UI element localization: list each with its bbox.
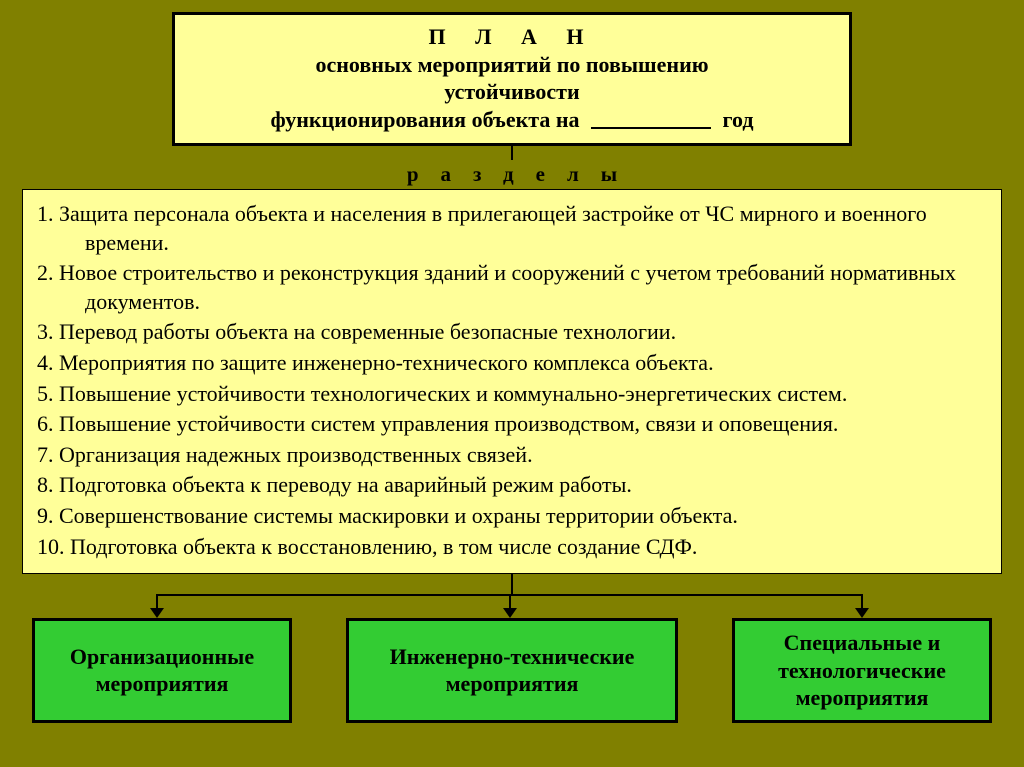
- header-line4-suffix: год: [723, 107, 754, 132]
- section-item: 7. Организация надежных производственных…: [37, 441, 987, 470]
- section-item: 4. Мероприятия по защите инженерно-техни…: [37, 349, 987, 378]
- bbox-line: мероприятия: [70, 670, 254, 698]
- bbox-line: Организационные: [70, 643, 254, 671]
- header-line3: устойчивости: [193, 78, 831, 106]
- bbox-line: Специальные и: [778, 629, 946, 657]
- section-item: 9. Совершенствование системы маскировки …: [37, 502, 987, 531]
- section-item: 8. Подготовка объекта к переводу на авар…: [37, 471, 987, 500]
- connector-top: [511, 146, 513, 160]
- section-item: 1. Защита персонала объекта и населения …: [37, 200, 987, 257]
- section-item: 10. Подготовка объекта к восстановлению,…: [37, 533, 987, 562]
- bbox-line: Инженерно-технические: [390, 643, 635, 671]
- diagram-root: П Л А Н основных мероприятий по повышени…: [0, 0, 1024, 767]
- header-line2: основных мероприятий по повышению: [193, 51, 831, 79]
- blank-underline: [591, 127, 711, 129]
- bottom-box-eng: Инженерно-технические мероприятия: [346, 618, 678, 723]
- bottom-box-special: Специальные и технологические мероприяти…: [732, 618, 992, 723]
- section-item: 6. Повышение устойчивости систем управле…: [37, 410, 987, 439]
- section-item: 3. Перевод работы объекта на современные…: [37, 318, 987, 347]
- plan-header-box: П Л А Н основных мероприятий по повышени…: [172, 12, 852, 146]
- bottom-row: Организационные мероприятия Инженерно-те…: [32, 618, 992, 723]
- section-item: 2. Новое строительство и реконструкция з…: [37, 259, 987, 316]
- sections-label: разделы: [407, 162, 639, 187]
- header-line4-prefix: функционирования объекта на: [271, 107, 580, 132]
- section-item: 5. Повышение устойчивости технологически…: [37, 380, 987, 409]
- connector-stem: [511, 574, 513, 594]
- sections-box: 1. Защита персонала объекта и населения …: [22, 189, 1002, 574]
- connector-fanout: [32, 574, 992, 618]
- bbox-line: мероприятия: [778, 684, 946, 712]
- header-title: П Л А Н: [193, 23, 831, 51]
- bbox-line: технологические: [778, 657, 946, 685]
- bbox-line: мероприятия: [390, 670, 635, 698]
- bottom-box-org: Организационные мероприятия: [32, 618, 292, 723]
- header-line4: функционирования объекта на год: [193, 106, 831, 134]
